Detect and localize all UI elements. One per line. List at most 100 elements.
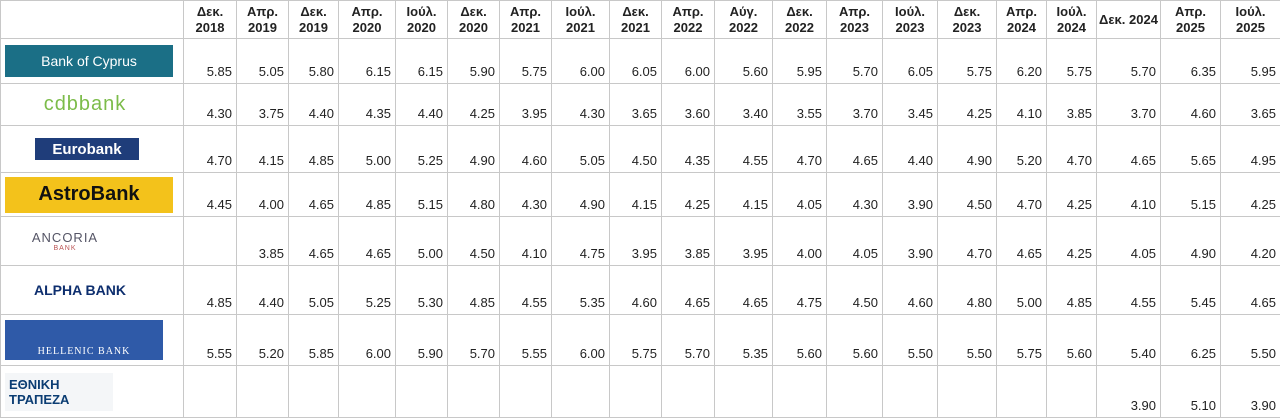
rate-cell: 5.50 — [882, 314, 938, 366]
rate-cell: 4.50 — [609, 125, 662, 173]
rate-cell: 4.55 — [1096, 265, 1161, 315]
rate-cell: 3.90 — [882, 216, 938, 266]
rate-cell: 5.60 — [826, 314, 883, 366]
rate-cell: 5.20 — [996, 125, 1047, 173]
bank-logo-cell: Eurobank — [0, 125, 184, 173]
bank-name: ALPHA BANK — [33, 282, 127, 298]
rate-cell: 5.45 — [1160, 265, 1221, 315]
rate-cell: 6.35 — [1160, 38, 1221, 84]
rate-cell: 5.95 — [1220, 38, 1280, 84]
rate-cell: 4.85 — [183, 265, 237, 315]
column-header: Δεκ. 2019 — [288, 0, 339, 39]
rate-cell: 4.85 — [447, 265, 500, 315]
bank-logo-cell: cdbbank — [0, 83, 184, 126]
rate-cell: 3.95 — [609, 216, 662, 266]
bank-name: AstroBank — [38, 183, 140, 205]
rate-cell: 4.85 — [1046, 265, 1097, 315]
rate-cell: 6.15 — [338, 38, 396, 84]
rate-cell: 4.65 — [714, 265, 773, 315]
rate-cell: 4.25 — [1046, 172, 1097, 217]
column-header: Δεκ. 2020 — [447, 0, 500, 39]
column-header: Απρ. 2020 — [338, 0, 396, 39]
rate-cell: 4.65 — [338, 216, 396, 266]
rate-cell: 4.05 — [826, 216, 883, 266]
rate-cell: 5.30 — [395, 265, 448, 315]
rate-cell: 4.25 — [937, 83, 997, 126]
rate-cell — [937, 365, 997, 418]
rate-cell: 4.35 — [661, 125, 715, 173]
bank-logo: HELLENIC BANK — [5, 320, 163, 360]
rate-cell: 3.55 — [772, 83, 827, 126]
rate-cell: 4.90 — [447, 125, 500, 173]
rate-cell: 4.65 — [1220, 265, 1280, 315]
column-header: Ιούλ. 2024 — [1046, 0, 1097, 39]
rate-cell: 4.90 — [937, 125, 997, 173]
rate-cell: 4.20 — [1220, 216, 1280, 266]
rate-cell: 5.00 — [395, 216, 448, 266]
rate-cell: 3.90 — [1220, 365, 1280, 418]
rate-cell: 4.80 — [447, 172, 500, 217]
rate-cell: 4.45 — [183, 172, 237, 217]
rate-cell: 6.05 — [609, 38, 662, 84]
rate-cell: 3.45 — [882, 83, 938, 126]
column-header: Ιούλ. 2021 — [551, 0, 610, 39]
rate-cell: 5.60 — [1046, 314, 1097, 366]
rate-cell — [183, 365, 237, 418]
bank-name: cdbbank — [43, 93, 127, 115]
rate-cell: 5.65 — [1160, 125, 1221, 173]
rate-cell: 4.70 — [1046, 125, 1097, 173]
bank-row: ALPHA BANK 4.85 4.40 5.05 5.25 5.30 4.85 4.55 5.… — [0, 265, 1280, 315]
bank-row: Eurobank 4.70 4.15 4.85 5.00 5.25 4.90 4.60 5.05… — [0, 125, 1280, 173]
rate-cell — [826, 365, 883, 418]
rate-cell — [551, 365, 610, 418]
rate-cell: 3.70 — [1096, 83, 1161, 126]
rate-cell: 3.75 — [236, 83, 289, 126]
column-header: Ιούλ. 2023 — [882, 0, 938, 39]
bank-row: ΕΘΝΙΚΗ ΤΡΑΠΕΖΑ 3.90 5.10 3.90 — [0, 365, 1280, 418]
header-row: Δεκ. 2018 Απρ. 2019 Δεκ. 2019 Απρ. 2020 Ιούλ… — [0, 0, 1280, 39]
rate-cell: 3.90 — [1096, 365, 1161, 418]
rate-cell: 6.00 — [551, 38, 610, 84]
rate-cell: 5.25 — [395, 125, 448, 173]
rate-cell: 4.30 — [826, 172, 883, 217]
bank-logo: Bank of Cyprus — [5, 45, 173, 77]
rate-cell: 4.50 — [937, 172, 997, 217]
rate-cell: 5.70 — [826, 38, 883, 84]
rate-cell: 5.95 — [772, 38, 827, 84]
rate-cell: 4.10 — [499, 216, 552, 266]
rate-cell: 5.75 — [1046, 38, 1097, 84]
rate-cell: 6.15 — [395, 38, 448, 84]
bank-row: HELLENIC BANK 5.55 5.20 5.85 6.00 5.90 5.70 5.5… — [0, 314, 1280, 366]
rate-cell: 4.30 — [183, 83, 237, 126]
rate-cell: 4.25 — [661, 172, 715, 217]
column-header: Δεκ. 2024 — [1096, 0, 1161, 39]
rate-cell — [447, 365, 500, 418]
rate-cell: 5.15 — [395, 172, 448, 217]
bank-row: Bank of Cyprus 5.85 5.05 5.80 6.15 6.15 5.90 5.… — [0, 38, 1280, 84]
rate-cell: 4.60 — [609, 265, 662, 315]
bank-logo-cell: ANCORIA BANK — [0, 216, 184, 266]
bank-logo-cell: HELLENIC BANK — [0, 314, 184, 366]
rate-cell: 3.85 — [661, 216, 715, 266]
rate-cell — [772, 365, 827, 418]
rate-cell: 5.05 — [551, 125, 610, 173]
rate-cell: 5.50 — [1220, 314, 1280, 366]
rate-cell: 4.50 — [447, 216, 500, 266]
rate-cell: 4.05 — [772, 172, 827, 217]
rate-cell — [395, 365, 448, 418]
rate-cell: 4.60 — [499, 125, 552, 173]
rate-cell: 5.75 — [996, 314, 1047, 366]
column-header: Δεκ. 2018 — [183, 0, 237, 39]
bank-name: ANCORIA — [31, 230, 99, 245]
column-header: Απρ. 2023 — [826, 0, 883, 39]
rate-cell: 5.60 — [772, 314, 827, 366]
bank-logo: Eurobank — [35, 138, 139, 160]
rate-cell — [338, 365, 396, 418]
rate-cell: 5.75 — [499, 38, 552, 84]
rate-cell: 4.40 — [882, 125, 938, 173]
rate-cell: 3.85 — [236, 216, 289, 266]
column-header: Απρ. 2024 — [996, 0, 1047, 39]
rate-cell — [288, 365, 339, 418]
bank-logo-cell: ΕΘΝΙΚΗ ΤΡΑΠΕΖΑ — [0, 365, 184, 418]
bank-logo-cell: AstroBank — [0, 172, 184, 217]
